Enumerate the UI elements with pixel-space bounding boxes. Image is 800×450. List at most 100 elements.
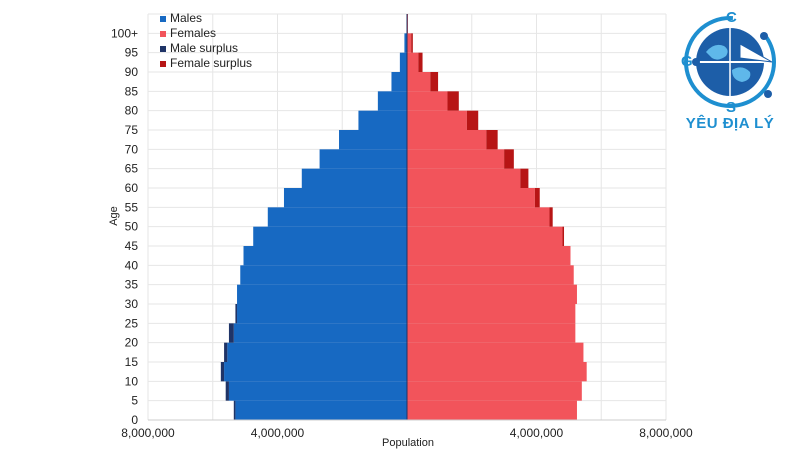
bar-females bbox=[407, 284, 577, 304]
bar-males bbox=[253, 226, 407, 246]
y-tick-label: 50 bbox=[125, 220, 139, 234]
bar-females bbox=[407, 362, 587, 382]
y-tick-label: 60 bbox=[125, 181, 139, 195]
bar-females bbox=[407, 323, 576, 343]
y-tick-label: 100+ bbox=[111, 26, 138, 40]
y-tick-label: 80 bbox=[125, 104, 139, 118]
logo-letter-s: S bbox=[726, 99, 737, 116]
y-tick-label: 15 bbox=[125, 355, 139, 369]
bar-male-surplus bbox=[220, 362, 225, 382]
bar-females bbox=[407, 188, 535, 208]
logo-arrow-icon bbox=[739, 43, 773, 63]
bar-females bbox=[407, 342, 584, 362]
bar-male-surplus bbox=[224, 342, 228, 362]
bar-female-surplus bbox=[447, 91, 459, 111]
bar-females bbox=[407, 304, 576, 324]
y-axis-title: Age bbox=[108, 206, 120, 226]
x-tick-label: 8,000,000 bbox=[639, 426, 693, 440]
y-tick-label: 10 bbox=[125, 374, 139, 388]
legend-label: Female surplus bbox=[170, 56, 252, 70]
bar-males bbox=[301, 168, 407, 188]
bar-female-surplus bbox=[549, 207, 553, 227]
bar-female-surplus bbox=[411, 33, 413, 53]
y-tick-label: 85 bbox=[125, 84, 139, 98]
logo-landmass-icon bbox=[706, 44, 751, 82]
bar-females bbox=[407, 246, 571, 266]
y-tick-label: 40 bbox=[125, 258, 139, 272]
bar-male-surplus bbox=[233, 400, 236, 420]
bar-females bbox=[407, 207, 550, 227]
bar-females bbox=[407, 52, 419, 72]
logo-text: YÊU ĐỊA LÝ bbox=[686, 114, 775, 132]
x-tick-label: 4,000,000 bbox=[510, 426, 564, 440]
bar-female-surplus bbox=[520, 168, 529, 188]
bar-males bbox=[243, 246, 407, 266]
y-tick-label: 0 bbox=[131, 413, 138, 427]
bar-females bbox=[407, 33, 412, 53]
bar-female-surplus bbox=[534, 188, 540, 208]
y-tick-label: 65 bbox=[125, 162, 139, 176]
legend-swatch bbox=[160, 31, 166, 37]
bar-females bbox=[407, 72, 431, 92]
bar-males bbox=[224, 362, 407, 382]
logo-letter-g: G bbox=[681, 53, 693, 70]
y-tick-label: 5 bbox=[131, 394, 138, 408]
bar-males bbox=[319, 149, 407, 169]
chart-axes: 0 5 10 15 20 25 30 35 40 45 50 55 60 65 70 75 80 85 90 95 10… bbox=[111, 14, 693, 440]
bar-males bbox=[237, 304, 407, 324]
bar-males bbox=[399, 52, 407, 72]
bar-males bbox=[233, 323, 407, 343]
population-bars bbox=[220, 14, 587, 420]
bar-males bbox=[358, 110, 407, 130]
bar-males bbox=[237, 284, 407, 304]
bar-male-surplus bbox=[235, 304, 238, 324]
bar-females bbox=[407, 149, 505, 169]
bar-females bbox=[407, 130, 487, 150]
y-tick-label: 20 bbox=[125, 336, 139, 350]
logo-node-icon bbox=[760, 32, 768, 40]
bar-males bbox=[391, 72, 407, 92]
legend-swatch bbox=[160, 46, 166, 52]
bar-males bbox=[404, 33, 407, 53]
logo-ring-icon bbox=[684, 16, 776, 108]
bar-females bbox=[407, 381, 582, 401]
bar-female-surplus bbox=[466, 110, 479, 130]
bar-male-surplus bbox=[225, 381, 229, 401]
bar-female-surplus bbox=[418, 52, 423, 72]
y-tick-label: 25 bbox=[125, 316, 139, 330]
y-tick-label: 30 bbox=[125, 297, 139, 311]
bar-female-surplus bbox=[504, 149, 514, 169]
logo-node-icon bbox=[764, 90, 772, 98]
bar-females bbox=[407, 91, 448, 111]
bar-males bbox=[235, 400, 407, 420]
legend-swatch bbox=[160, 16, 166, 22]
bar-males bbox=[339, 130, 407, 150]
legend-label: Females bbox=[170, 26, 216, 40]
bar-females bbox=[407, 168, 521, 188]
bar-female-surplus bbox=[486, 130, 498, 150]
legend-label: Males bbox=[170, 11, 202, 25]
bar-females bbox=[407, 265, 574, 285]
y-tick-label: 35 bbox=[125, 278, 139, 292]
x-tick-label: 8,000,000 bbox=[121, 426, 175, 440]
legend-swatch bbox=[160, 61, 166, 67]
y-tick-label: 95 bbox=[125, 46, 139, 60]
bar-females bbox=[407, 226, 563, 246]
y-tick-label: 70 bbox=[125, 142, 139, 156]
x-tick-label: 4,000,000 bbox=[251, 426, 305, 440]
yeu-dia-ly-logo: C G S YÊU ĐỊA LÝ bbox=[681, 9, 776, 132]
bar-males bbox=[377, 91, 407, 111]
y-tick-label: 55 bbox=[125, 200, 139, 214]
bar-female-surplus bbox=[430, 72, 439, 92]
bar-males bbox=[283, 188, 407, 208]
bar-males bbox=[228, 381, 407, 401]
bar-male-surplus bbox=[228, 323, 234, 343]
y-tick-label: 75 bbox=[125, 123, 139, 137]
x-axis-title: Population bbox=[382, 437, 434, 449]
bar-females bbox=[407, 400, 577, 420]
y-tick-label: 45 bbox=[125, 239, 139, 253]
logo-letter-c: C bbox=[726, 9, 737, 26]
bar-males bbox=[267, 207, 407, 227]
